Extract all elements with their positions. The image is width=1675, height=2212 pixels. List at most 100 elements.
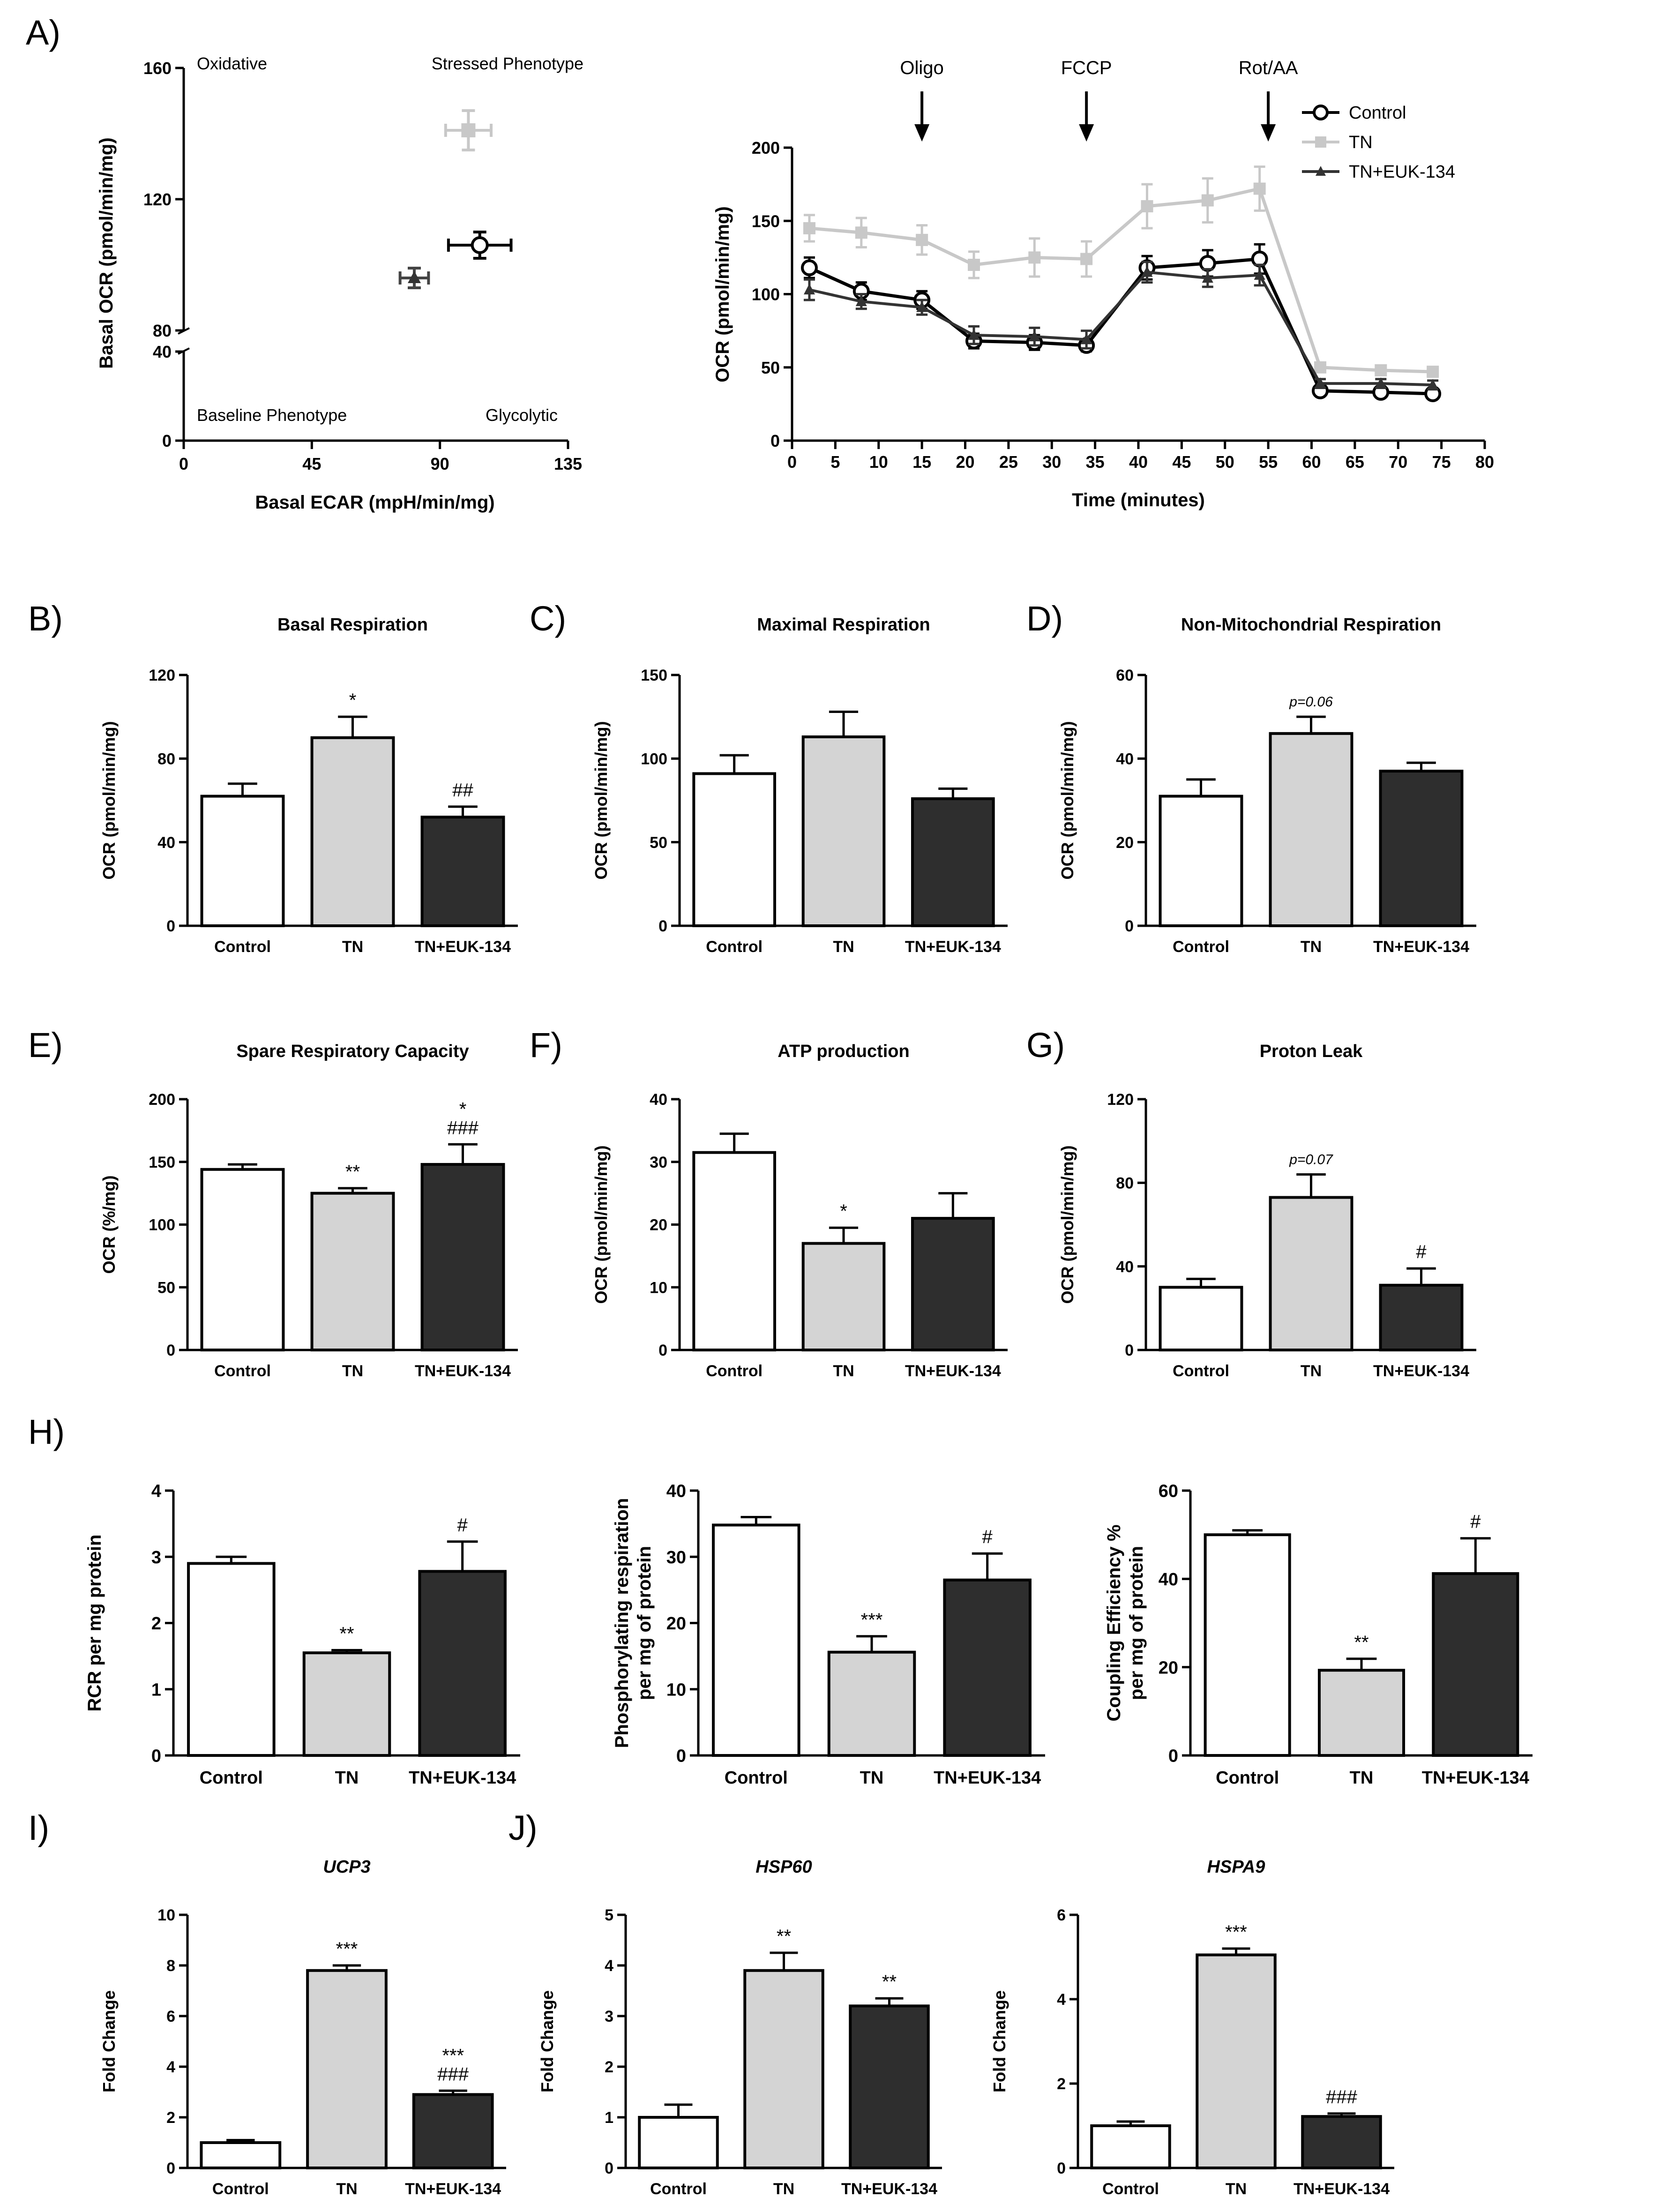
point-euk-A2 (1254, 269, 1265, 280)
bar-H3-2 (1432, 1572, 1519, 1757)
x-tick-label-J2: Control (1102, 2180, 1159, 2198)
injection-arrowhead-A2 (1079, 124, 1094, 142)
y-tick-label-A2: 50 (761, 358, 780, 377)
y-tick-label-H1: 0 (151, 1747, 161, 1766)
y-tick-label-F: 10 (650, 1279, 667, 1297)
point-euk-A2 (855, 295, 867, 307)
y-tick-label-J2: 6 (1057, 1906, 1066, 1924)
annotation-J1: ** (882, 1972, 897, 1992)
y-tick-label-H2: 10 (666, 1680, 686, 1700)
bar-G-0 (1159, 1286, 1243, 1351)
y-tick-label-C: 150 (641, 667, 667, 684)
x-tick-label-A2: 35 (1086, 452, 1105, 472)
y-axis-label-G: OCR (pmol/min/mg) (1058, 1146, 1077, 1304)
x-tick-label-A2: 30 (1042, 452, 1061, 472)
series-line-A2-2 (809, 270, 1433, 387)
y-tick-label-I: 0 (166, 2160, 175, 2177)
y-axis-label-F: OCR (pmol/min/mg) (591, 1146, 611, 1304)
y-axis-label-A1: Basal OCR (pmol/min/mg) (96, 137, 117, 368)
y-tick-label-H3: 60 (1159, 1482, 1178, 1501)
y-tick-label-I: 10 (157, 1906, 175, 1924)
bar-I-2 (412, 2093, 494, 2169)
point-euk-A2 (1314, 377, 1326, 389)
chart-title-G: Proton Leak (1260, 1042, 1363, 1061)
x-tick-label-A2: 15 (912, 452, 931, 472)
x-axis-label-A2: Time (minutes) (1072, 490, 1205, 510)
y-tick-label-D: 20 (1116, 834, 1134, 852)
x-tick-label-B: TN+EUK-134 (415, 938, 511, 956)
x-tick-label-H1: TN (335, 1768, 359, 1788)
point-tn-A2 (1080, 253, 1093, 265)
quadrant-label-A1: Oxidative (197, 54, 267, 73)
bar-C-2 (911, 797, 995, 928)
point-tn-A1 (461, 123, 476, 137)
chart-title-D: Non-Mitochondrial Respiration (1181, 615, 1441, 635)
bar-J2-1 (1196, 1953, 1277, 2169)
panel-label-C: C) (530, 599, 566, 638)
y-axis-label-I: Fold Change (99, 1990, 119, 2092)
point-tn-A2 (967, 259, 980, 271)
injection-arrowhead-A2 (914, 124, 930, 142)
y-tick-label-E: 200 (149, 1091, 175, 1109)
y-axis-label-D: OCR (pmol/min/mg) (1058, 721, 1077, 880)
bar-G-1 (1269, 1196, 1353, 1352)
x-tick-label-B: TN (342, 938, 363, 956)
y-axis-label-J1: Fold Change (538, 1990, 557, 2092)
y-tick-label-C: 100 (641, 750, 667, 768)
y-tick-label-A1: 160 (143, 59, 172, 78)
x-tick-label-A1: 0 (179, 454, 188, 473)
bar-J2-2 (1301, 2115, 1382, 2170)
x-tick-label-B: Control (214, 938, 271, 956)
injection-label-A2: FCCP (1061, 58, 1112, 78)
x-tick-label-A2: 50 (1216, 452, 1234, 472)
y-tick-label-I: 2 (166, 2109, 175, 2127)
panel-label-E: E) (28, 1026, 63, 1065)
bar-H3-0 (1204, 1533, 1291, 1757)
bar-D-2 (1379, 770, 1464, 928)
legend-marker-euk (1316, 166, 1326, 176)
x-tick-label-J2: TN (1226, 2180, 1247, 2198)
bar-B-2 (420, 816, 505, 927)
y-tick-label-H1: 3 (151, 1548, 161, 1567)
series-line-A2-1 (809, 187, 1433, 374)
x-tick-label-C: TN+EUK-134 (905, 938, 1001, 956)
bar-C-1 (801, 735, 886, 927)
y-axis-label-B: OCR (pmol/min/mg) (99, 721, 119, 880)
y-axis-label-H1: RCR per mg protein (84, 1535, 105, 1712)
panel-label-A: A) (26, 13, 60, 52)
annotation-H3: # (1470, 1512, 1481, 1532)
x-tick-label-A2: 5 (830, 452, 840, 472)
y-tick-label-G: 80 (1116, 1175, 1134, 1192)
x-tick-label-H2: TN (860, 1768, 884, 1788)
y-tick-label-D: 0 (1125, 917, 1134, 935)
y-axis-label-H2: Phosphorylating respiration (612, 1498, 632, 1748)
bar-F-2 (911, 1217, 995, 1351)
y-tick-label-G: 120 (1107, 1091, 1134, 1109)
y-tick-label-I: 6 (166, 2008, 175, 2025)
y-tick-label-H2: 40 (666, 1482, 686, 1501)
x-tick-label-G: Control (1173, 1362, 1229, 1380)
bar-H1-1 (302, 1651, 391, 1757)
y-tick-label-J2: 2 (1057, 2075, 1066, 2093)
annotation-H2: # (982, 1527, 993, 1547)
annotation-B: ## (452, 780, 473, 801)
chart-title-I: UCP3 (323, 1857, 370, 1877)
x-tick-label-E: TN (342, 1362, 363, 1380)
x-tick-label-A2: 10 (869, 452, 888, 472)
y-tick-label-B: 40 (157, 834, 175, 852)
chart-title-C: Maximal Respiration (757, 615, 930, 635)
point-euk-A2 (916, 301, 928, 312)
panel-label-B: B) (28, 599, 63, 638)
x-tick-label-J1: Control (650, 2180, 707, 2198)
x-tick-label-A2: 45 (1172, 452, 1191, 472)
annotation-J1: ** (777, 1926, 791, 1947)
panel-label-I: I) (28, 1808, 49, 1847)
y-tick-label-C: 0 (658, 917, 667, 935)
annotation-I: *** (336, 1939, 358, 1959)
bar-H1-0 (187, 1562, 276, 1757)
legend-label-A2-1: TN (1349, 133, 1373, 152)
y-tick-label-F: 20 (650, 1216, 667, 1234)
x-tick-label-A1: 45 (302, 454, 321, 473)
bar-H2-2 (943, 1578, 1032, 1757)
